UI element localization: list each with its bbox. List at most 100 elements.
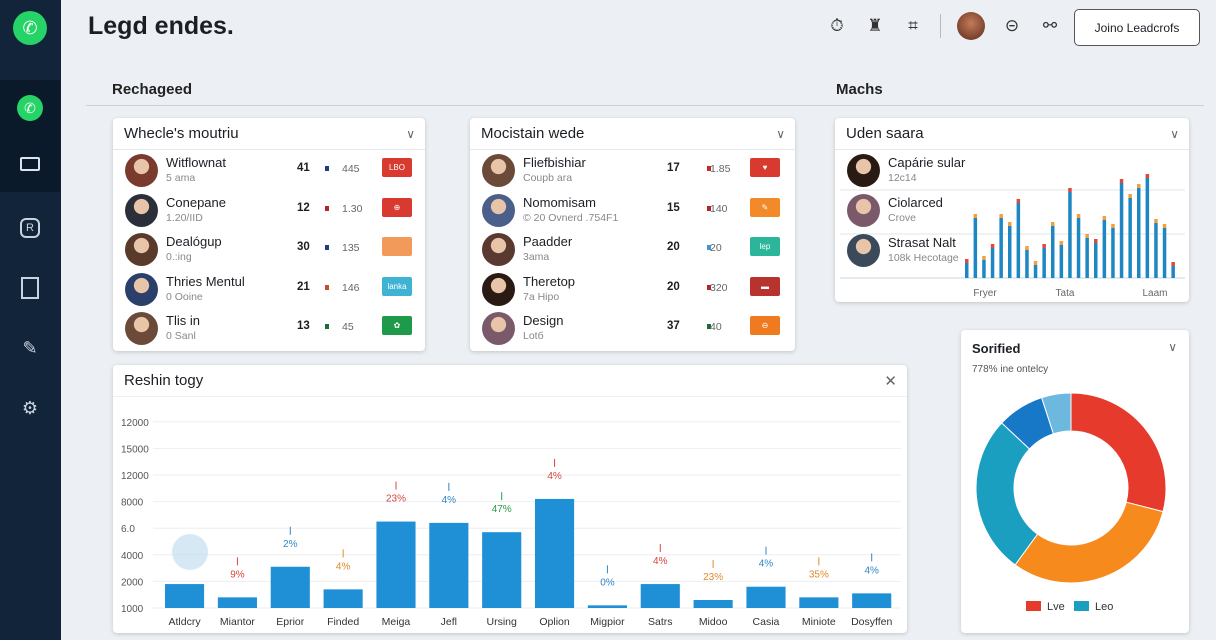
link-icon[interactable]: ⚯ xyxy=(1042,16,1058,35)
data-label: 4% xyxy=(759,559,774,570)
x-tick-label: Fryer xyxy=(973,288,997,299)
chevron-down-icon[interactable]: ∨ xyxy=(1168,340,1177,354)
bar xyxy=(323,589,363,608)
mini-bar xyxy=(1068,192,1072,278)
x-tick-label: Casia xyxy=(753,616,780,628)
mini-bar-cap xyxy=(1085,234,1089,238)
sidebar-item-business[interactable] xyxy=(0,136,60,192)
donut-slice xyxy=(1070,392,1167,513)
close-icon[interactable]: ✕ xyxy=(884,372,897,390)
avatar xyxy=(482,312,515,345)
mini-bar-cap xyxy=(999,214,1003,218)
mini-bar-cap xyxy=(1076,214,1081,218)
leads-card-1: Whecle's moutriu ∨ Witflownat 5 ama 41 44… xyxy=(113,118,425,351)
lead-name: Dealógup xyxy=(166,234,222,249)
lead-name: Thries Mentul xyxy=(166,273,245,289)
lead-subtitle: 0.:ing xyxy=(166,251,192,263)
source-badge: LBO xyxy=(382,158,412,177)
sidebar-item-documents[interactable] xyxy=(0,260,60,316)
lead-name: Design xyxy=(523,313,564,328)
leads-card-2: Mocistain wede ∨ Fliefbishiar Coupb ara 1… xyxy=(470,118,795,351)
whatsapp-logo[interactable]: ✆ xyxy=(0,0,60,56)
data-label: 23% xyxy=(386,494,406,505)
mini-bar xyxy=(965,263,969,278)
mini-bar xyxy=(1016,203,1021,278)
status-dot xyxy=(707,284,711,290)
profile-icon[interactable]: ⊝ xyxy=(1004,16,1020,35)
data-label: 4% xyxy=(864,565,879,576)
avatar[interactable] xyxy=(957,12,985,40)
mini-bar-cap xyxy=(973,214,978,218)
list-item[interactable]: Dealógup 0.:ing 30 135 xyxy=(113,231,425,269)
list-item[interactable]: Ciolarced Crove xyxy=(835,192,1189,230)
mini-bar-cap xyxy=(1102,216,1107,220)
chevron-down-icon[interactable]: ∨ xyxy=(776,126,785,141)
chevron-down-icon[interactable]: ∨ xyxy=(406,126,415,141)
avatar xyxy=(847,194,880,227)
x-tick-label: Meiga xyxy=(382,616,411,628)
sidebar-item-chats[interactable]: ✆ xyxy=(0,80,60,136)
list-item[interactable]: Theretop 7a Hipo 20 320 ▬ xyxy=(470,271,795,309)
list-item[interactable]: Conepane 1.20/IID 12 1.30 ⊕ xyxy=(113,192,425,230)
mini-bar xyxy=(1025,250,1029,278)
source-badge: ✎ xyxy=(750,197,780,217)
bar xyxy=(693,600,733,608)
timer-icon[interactable]: ⏱ xyxy=(830,16,844,35)
data-label: 4% xyxy=(336,561,351,572)
sidebar-item-settings[interactable]: ⚙ xyxy=(0,380,60,436)
mini-bar-cap xyxy=(1145,174,1150,178)
donut-subtitle: 778% ine ontelcy xyxy=(972,364,1049,375)
join-button[interactable]: Joino Leadcrofs xyxy=(1074,9,1200,46)
bar xyxy=(799,597,839,608)
list-item[interactable]: Capárie sular 12c14 xyxy=(835,152,1189,190)
bar xyxy=(429,522,469,608)
mini-bar-cap xyxy=(1119,179,1124,183)
mini-bar xyxy=(1162,228,1167,278)
mini-bar xyxy=(1059,245,1064,278)
lead-count: 37 xyxy=(667,320,680,332)
list-item[interactable]: Thries Mentul 0 Ooine 21 146 lanka xyxy=(113,271,425,309)
lead-count: 17 xyxy=(667,162,680,174)
list-item[interactable]: Fliefbishiar Coupb ara 17 1.85 ♥ xyxy=(470,152,795,190)
mini-bar-cap xyxy=(965,259,969,263)
legend-swatch xyxy=(1074,601,1089,611)
crop-icon[interactable]: ⌗ xyxy=(908,16,918,35)
lead-value: 1.30 xyxy=(342,202,363,215)
list-item[interactable]: Witflownat 5 ama 41 445 LBO xyxy=(113,152,425,190)
mini-bar xyxy=(1008,226,1012,278)
card-title: Sorified xyxy=(972,341,1021,356)
y-tick-label: 12000 xyxy=(121,471,149,482)
y-tick-label: 15000 xyxy=(121,444,149,455)
data-label: 4% xyxy=(442,495,457,506)
chevron-down-icon[interactable]: ∨ xyxy=(1170,126,1179,141)
avatar xyxy=(482,154,515,187)
list-item[interactable]: Tlis in 0 Sanl 13 45 ✿ xyxy=(113,310,425,348)
avatar xyxy=(847,234,880,267)
mini-bar xyxy=(1051,226,1055,278)
lead-value: 140 xyxy=(710,202,728,215)
source-badge: ⊕ xyxy=(382,197,412,217)
lead-subtitle: 5 ama xyxy=(166,172,196,184)
desk-icon[interactable]: ♜ xyxy=(867,16,883,35)
list-item[interactable]: Nomomisam © 20 Ovnerd .754F1 15 140 ✎ xyxy=(470,192,795,230)
x-tick-label: Satrs xyxy=(648,616,673,628)
list-item[interactable]: Strasat Nalt 108k Hecotage xyxy=(835,232,1189,270)
status-dot xyxy=(707,205,711,211)
avatar xyxy=(847,154,880,187)
section-title-left: Rechageed xyxy=(112,81,193,98)
y-tick-label: 2000 xyxy=(121,577,144,588)
donut-slice xyxy=(1014,501,1164,584)
x-tick-label: Miantor xyxy=(220,616,256,628)
avatar xyxy=(482,233,515,266)
lead-name: Paadder xyxy=(523,234,573,249)
list-item[interactable]: Paadder 3ama 20 20 lep xyxy=(470,231,795,269)
avatar xyxy=(125,233,158,266)
bar-chart-card: Reshin togy ✕ 1000 2000 4000 6.0 8000 12000 150… xyxy=(113,365,907,633)
legend-label: Lve xyxy=(1047,601,1065,613)
x-tick-label: Ursing xyxy=(487,616,518,628)
sidebar-item-contacts[interactable]: R xyxy=(0,200,60,256)
list-item[interactable]: Design Lotб 37 40 ⊖ xyxy=(470,310,795,348)
sidebar-item-edit[interactable]: ✎ xyxy=(0,320,60,376)
x-tick-label: Atldcry xyxy=(169,616,202,628)
legend-label: Leo xyxy=(1095,601,1113,613)
